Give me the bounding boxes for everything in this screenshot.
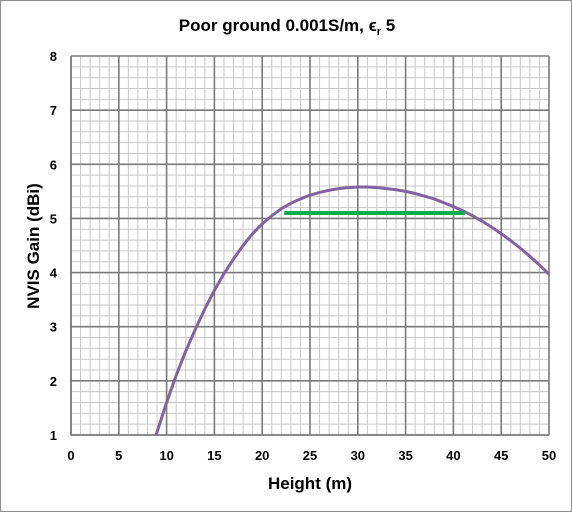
- y-tick-label: 7: [50, 103, 57, 118]
- y-tick-label: 8: [50, 49, 57, 64]
- y-tick-label: 5: [50, 211, 57, 226]
- x-tick-label: 40: [446, 448, 460, 463]
- x-tick-label: 30: [351, 448, 365, 463]
- chart-title-symbol: ϵ: [369, 16, 377, 35]
- x-tick-label: 25: [303, 448, 317, 463]
- x-tick-label: 0: [67, 448, 74, 463]
- x-tick-label: 50: [542, 448, 556, 463]
- y-axis-title: NVIS Gain (dBi): [24, 183, 43, 309]
- y-tick-label: 3: [50, 320, 57, 335]
- x-tick-label: 45: [494, 448, 508, 463]
- x-axis-title: Height (m): [268, 474, 352, 493]
- x-tick-label: 35: [398, 448, 412, 463]
- x-tick-label: 20: [255, 448, 269, 463]
- y-tick-label: 2: [50, 374, 57, 389]
- chart-title: Poor ground 0.001S/m, ϵr 5: [179, 16, 395, 38]
- x-tick-label: 15: [207, 448, 221, 463]
- x-tick-label: 5: [115, 448, 122, 463]
- chart-title-suffix: 5: [381, 16, 395, 35]
- chart-title-main: Poor ground 0.001S/m,: [179, 16, 369, 35]
- y-tick-label: 4: [50, 266, 58, 281]
- y-tick-label: 1: [50, 428, 57, 443]
- y-tick-label: 6: [50, 157, 57, 172]
- x-tick-label: 10: [159, 448, 173, 463]
- series-line-gain: [154, 185, 551, 436]
- chart-title-subscript: r: [377, 26, 382, 38]
